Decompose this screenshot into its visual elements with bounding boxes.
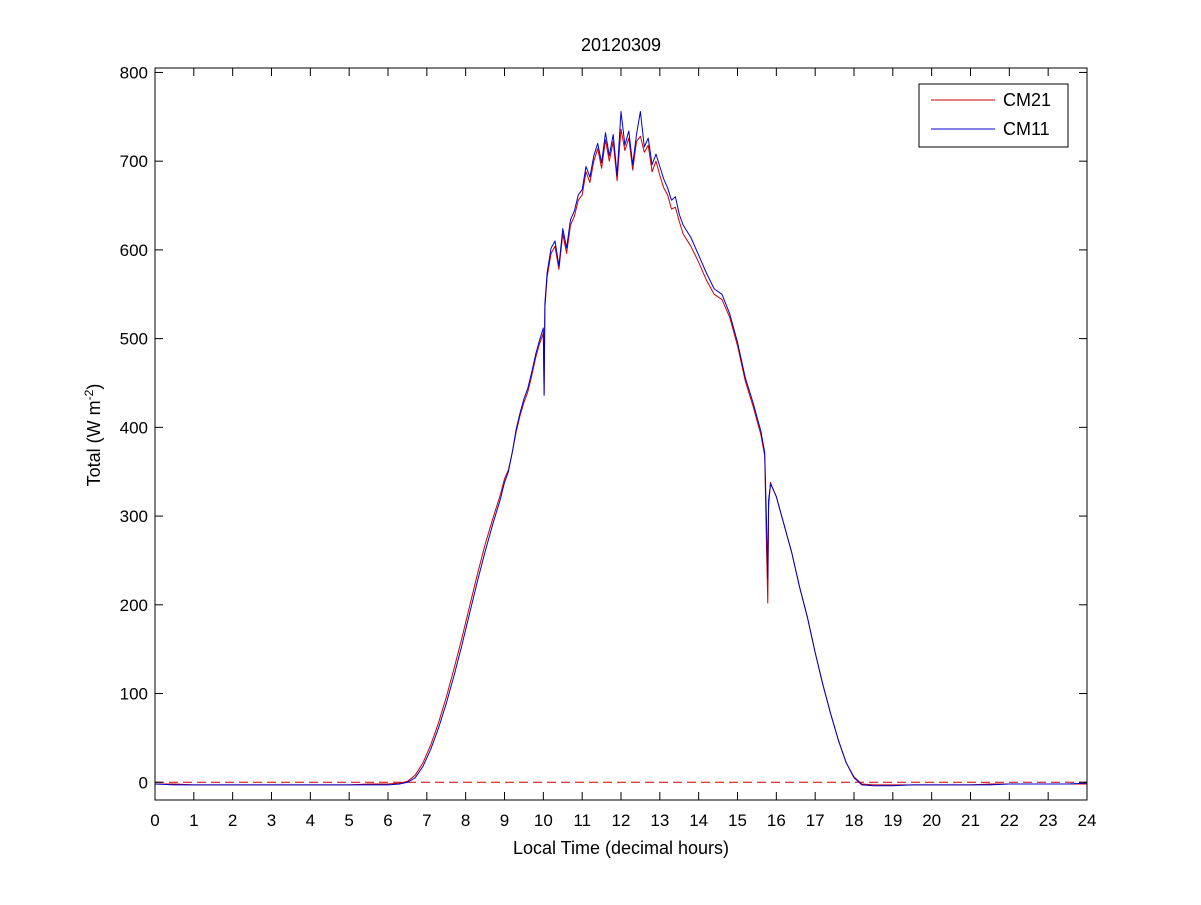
y-axis-label-base: Total (W m	[84, 400, 104, 486]
x-tick-label: 7	[422, 811, 431, 830]
y-tick-label: 600	[120, 241, 148, 260]
x-tick-label: 12	[612, 811, 631, 830]
x-tick-label: 1	[189, 811, 198, 830]
y-axis-ticks: 0 100 200 300 400 500 600 700 800	[120, 63, 1087, 792]
x-tick-label: 2	[228, 811, 237, 830]
x-tick-label: 16	[767, 811, 786, 830]
y-tick-label: 800	[120, 63, 148, 82]
y-tick-label: 500	[120, 330, 148, 349]
x-axis-ticks: 0 1 2 3 4 5 6 7 8 9 10 11 12 13 14 15 16 17 18 19 20 21 22 23 24	[150, 68, 1096, 830]
chart-title: 20120309	[581, 35, 661, 55]
legend-label-cm11: CM11	[1003, 119, 1050, 139]
x-tick-label: 21	[961, 811, 980, 830]
x-tick-label: 9	[500, 811, 509, 830]
x-tick-label: 4	[306, 811, 315, 830]
plot-area	[155, 68, 1087, 800]
x-tick-label: 20	[922, 811, 941, 830]
y-tick-label: 700	[120, 152, 148, 171]
x-tick-label: 10	[534, 811, 553, 830]
x-tick-label: 19	[883, 811, 902, 830]
x-tick-label: 5	[344, 811, 353, 830]
y-axis-label: Total (W m-2)	[82, 384, 104, 487]
legend: CM21 CM11	[918, 83, 1069, 148]
y-tick-label: 100	[120, 685, 148, 704]
series-layer	[154, 111, 1088, 787]
x-tick-label: 11	[573, 811, 591, 830]
x-tick-label: 15	[728, 811, 747, 830]
legend-box	[918, 83, 1069, 148]
y-tick-label: 400	[120, 418, 148, 437]
y-axis-label-tail: )	[84, 384, 104, 390]
x-tick-label: 13	[650, 811, 669, 830]
x-tick-label: 6	[383, 811, 392, 830]
series-line-cm11	[154, 111, 1088, 787]
x-tick-label: 17	[806, 811, 825, 830]
x-tick-label: 24	[1078, 811, 1097, 830]
x-tick-label: 22	[1000, 811, 1019, 830]
x-tick-label: 8	[461, 811, 470, 830]
x-tick-label: 23	[1039, 811, 1058, 830]
x-tick-label: 14	[689, 811, 708, 830]
x-axis-label: Local Time (decimal hours)	[513, 838, 729, 858]
y-tick-label: 0	[139, 773, 148, 792]
x-tick-label: 0	[150, 811, 159, 830]
y-tick-label: 200	[120, 596, 148, 615]
legend-label-cm21: CM21	[1003, 90, 1051, 110]
y-tick-label: 300	[120, 507, 148, 526]
x-tick-label: 18	[845, 811, 864, 830]
x-tick-label: 3	[267, 811, 276, 830]
y-axis-label-superscript: -2	[82, 389, 96, 400]
